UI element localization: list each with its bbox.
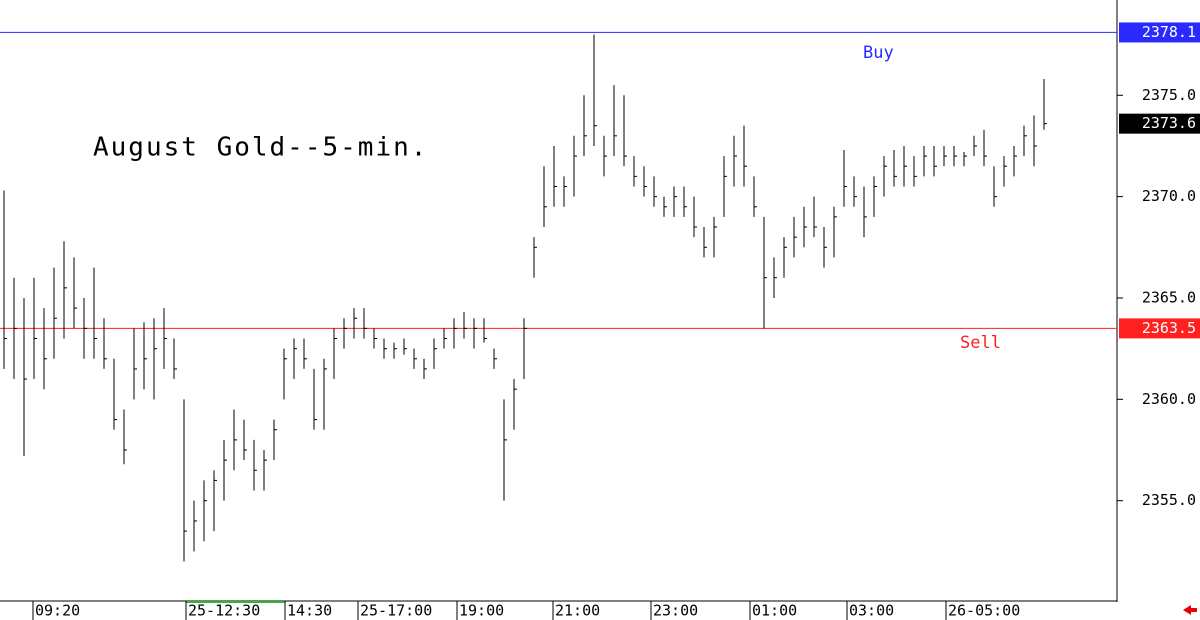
x-tick-label: 03:00 <box>849 602 894 620</box>
x-tick-label: 19:00 <box>459 602 504 620</box>
x-tick-label: 09:20 <box>35 602 80 620</box>
price-tag <box>1119 113 1200 134</box>
y-tick-label: 2370.0 <box>1142 187 1196 205</box>
price-tag-label: 2378.1 <box>1142 23 1196 41</box>
x-tick-label: 23:00 <box>653 602 698 620</box>
scroll-arrow <box>1183 605 1197 615</box>
chart-title: August Gold--5-min. <box>93 133 428 163</box>
y-tick-label: 2360.0 <box>1142 390 1196 408</box>
x-tick-label: 25-12:30 <box>188 602 260 620</box>
price-tag-label: 2373.6 <box>1142 114 1196 132</box>
x-tick-label: 26-05:00 <box>948 602 1020 620</box>
price-tag-label: 2363.5 <box>1142 319 1196 337</box>
level-label: Buy <box>863 43 894 63</box>
y-tick-label: 2365.0 <box>1142 288 1196 306</box>
x-tick-label: 25-17:00 <box>360 602 432 620</box>
x-tick-label: 14:30 <box>287 602 332 620</box>
y-tick-label: 2375.0 <box>1142 86 1196 104</box>
y-tick-label: 2355.0 <box>1142 491 1196 509</box>
x-tick-label: 01:00 <box>752 602 797 620</box>
x-tick-label: 21:00 <box>555 602 600 620</box>
level-label: Sell <box>960 333 1001 353</box>
price-tag <box>1119 22 1200 43</box>
price-tag <box>1119 318 1200 339</box>
